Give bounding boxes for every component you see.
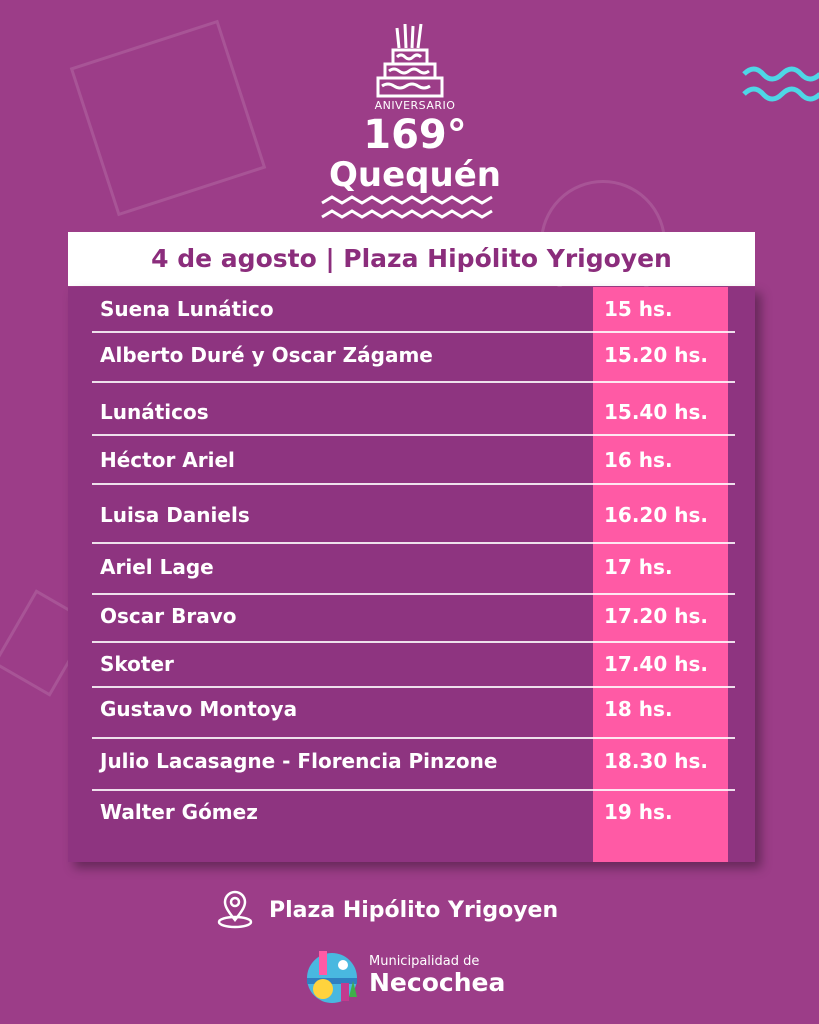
cake-icon [376,23,444,98]
row-divider [92,542,735,544]
aniversario-label: ANIVERSARIO [374,99,456,112]
performance-time: 17.20 hs. [604,604,708,628]
row-divider [92,331,735,333]
decor-gift [69,19,267,217]
artist-name: Skoter [100,652,174,676]
schedule-table: Suena Lunático 15 hs. Alberto Duré y Oscar… [68,287,755,862]
performance-time: 17 hs. [604,555,673,579]
city-name: Necochea [369,967,506,997]
schedule-row: Gustavo Montoya 18 hs. [92,689,735,729]
artist-name: Ariel Lage [100,555,214,579]
performance-time: 18 hs. [604,697,673,721]
schedule-row: Héctor Ariel 16 hs. [92,440,735,480]
artist-name: Suena Lunático [100,297,274,321]
location-label: Plaza Hipólito Yrigoyen [269,897,559,923]
artist-name: Oscar Bravo [100,604,237,628]
performance-time: 16.20 hs. [604,503,708,527]
map-pin-icon [217,890,253,929]
row-divider [92,483,735,485]
row-divider [92,381,735,383]
schedule-row: Alberto Duré y Oscar Zágame 15.20 hs. [92,335,735,375]
performance-time: 17.40 hs. [604,652,708,676]
artist-name: Héctor Ariel [100,448,235,472]
artist-name: Gustavo Montoya [100,697,298,721]
schedule-row: Ariel Lage 17 hs. [92,547,735,587]
schedule-row: Julio Lacasagne - Florencia Pinzone 18.30… [92,741,735,781]
artist-name: Alberto Duré y Oscar Zágame [100,343,433,367]
location: Plaza Hipólito Yrigoyen [215,890,558,930]
schedule-row: Walter Gómez 19 hs. [92,792,735,832]
town-name: Quequén [329,155,501,195]
zigzag-icon [321,195,493,219]
event-title: 4 de agosto | Plaza Hipólito Yrigoyen [68,232,755,286]
municipality-logo: Municipalidad de Necochea [305,945,505,1005]
row-divider [92,789,735,791]
schedule-row: Skoter 17.40 hs. [92,644,735,684]
performance-time: 15.40 hs. [604,400,708,424]
schedule-row: Suena Lunático 15 hs. [92,289,735,329]
anniversary-number: 169° [363,112,467,158]
row-divider [92,641,735,643]
performance-time: 19 hs. [604,800,673,824]
performance-time: 15 hs. [604,297,673,321]
artist-name: Luisa Daniels [100,503,250,527]
performance-time: 18.30 hs. [604,749,708,773]
row-divider [92,737,735,739]
row-divider [92,593,735,595]
schedule-row: Luisa Daniels 16.20 hs. [92,495,735,535]
necochea-emblem-icon [307,951,357,1003]
schedule-row: Oscar Bravo 17.20 hs. [92,596,735,636]
artist-name: Lunáticos [100,400,209,424]
artist-name: Julio Lacasagne - Florencia Pinzone [100,749,498,773]
performance-time: 15.20 hs. [604,343,708,367]
performance-time: 16 hs. [604,448,673,472]
artist-name: Walter Gómez [100,800,258,824]
row-divider [92,434,735,436]
schedule-row: Lunáticos 15.40 hs. [92,392,735,432]
waves-icon [742,66,819,102]
municipality-label: Municipalidad de [369,953,480,969]
anniversary-logo: ANIVERSARIO 169° Quequén [300,15,530,225]
row-divider [92,686,735,688]
